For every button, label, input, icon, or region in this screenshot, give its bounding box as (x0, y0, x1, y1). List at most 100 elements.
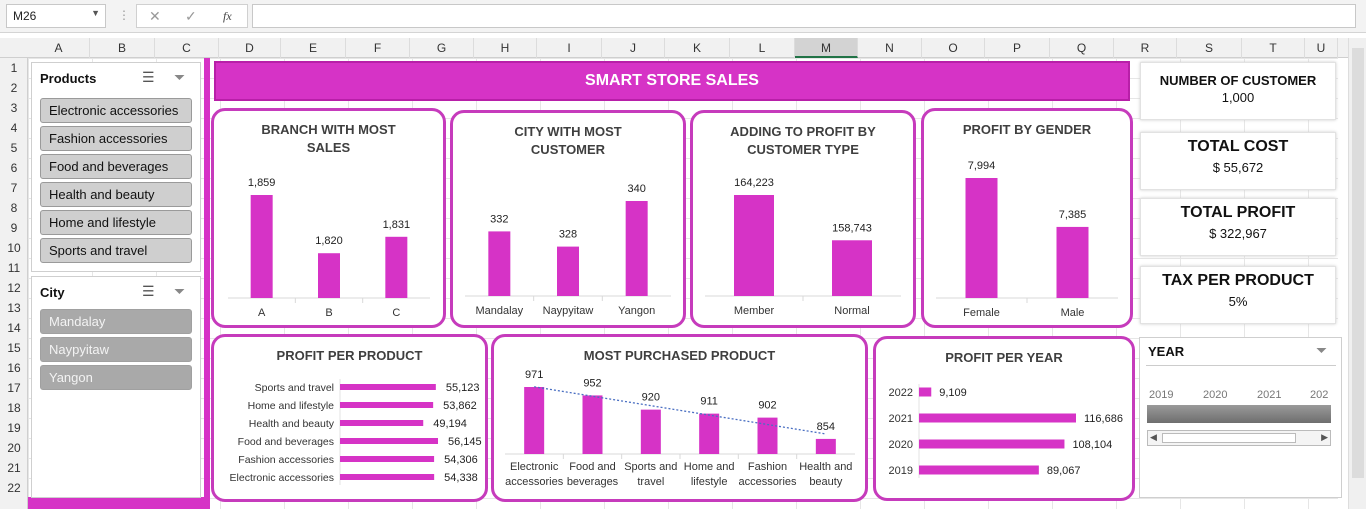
clear-filter-icon[interactable]: ⏷ (1316, 342, 1328, 358)
timeline-bar[interactable] (1147, 405, 1331, 423)
row-header-21[interactable]: 21 (7, 461, 21, 475)
row-header-8[interactable]: 8 (10, 201, 18, 215)
column-header-d[interactable]: D (219, 38, 281, 58)
column-header-n[interactable]: N (858, 38, 922, 58)
column-header-k[interactable]: K (665, 38, 730, 58)
column-header-h[interactable]: H (474, 38, 537, 58)
cell-reference: M26 (13, 9, 37, 23)
slicer-item-electronic-accessories[interactable]: Electronic accessories (40, 98, 192, 123)
row-header-11[interactable]: 11 (7, 261, 21, 275)
scroll-right-icon[interactable]: ▶ (1321, 432, 1328, 442)
timeline-year-2019[interactable]: 2019 (1149, 389, 1174, 401)
slicer-item-mandalay[interactable]: Mandalay (40, 309, 192, 334)
column-header-p[interactable]: P (985, 38, 1050, 58)
data-label: 920 (642, 392, 660, 404)
timeline-year-2020[interactable]: 2020 (1203, 389, 1228, 401)
multi-select-icon[interactable]: ☰ (142, 69, 155, 85)
bar (582, 395, 603, 454)
enter-check-icon[interactable]: ✓ (185, 8, 197, 24)
chevron-down-icon[interactable]: ▼ (91, 8, 100, 18)
row-header-22[interactable]: 22 (7, 481, 21, 495)
formula-input[interactable] (252, 4, 1356, 28)
category-label: A (258, 307, 266, 319)
category-label: Electronic accessories (230, 472, 334, 484)
bar (815, 438, 836, 454)
timeline-year-2021[interactable]: 2021 (1257, 389, 1282, 401)
row-header-9[interactable]: 9 (10, 221, 18, 235)
name-box[interactable]: M26 ▼ (6, 4, 106, 28)
scrollbar-thumb[interactable] (1352, 48, 1364, 478)
column-header-f[interactable]: F (346, 38, 410, 58)
row-header-17[interactable]: 17 (7, 381, 21, 395)
customer-type-panel: ADDING TO PROFIT BY CUSTOMER TYPE 164,22… (690, 110, 916, 328)
row-header-20[interactable]: 20 (7, 441, 21, 455)
data-label: 9,109 (939, 387, 967, 399)
column-header-l[interactable]: L (730, 38, 795, 58)
multi-select-icon[interactable]: ☰ (142, 283, 155, 299)
column-header-u[interactable]: U (1305, 38, 1338, 58)
bar (1056, 226, 1089, 298)
column-header-q[interactable]: Q (1050, 38, 1114, 58)
category-label: Normal (834, 305, 869, 317)
bar (919, 413, 1076, 423)
clear-filter-icon[interactable]: ⏷ (174, 283, 186, 299)
row-header-14[interactable]: 14 (7, 321, 21, 335)
slicer-item-fashion-accessories[interactable]: Fashion accessories (40, 126, 192, 151)
column-header-b[interactable]: B (90, 38, 155, 58)
bar (385, 236, 408, 298)
customer-type-chart: 164,223 Member 158,743 Normal (705, 177, 901, 317)
column-header-a[interactable]: A (28, 38, 90, 58)
category-label: Fashion (748, 461, 787, 473)
vertical-scrollbar[interactable] (1348, 38, 1366, 509)
row-header-15[interactable]: 15 (7, 341, 21, 355)
row-header-16[interactable]: 16 (7, 361, 21, 375)
kpi-label: TOTAL PROFIT (1180, 204, 1296, 221)
insert-function-icon[interactable]: fx (223, 9, 232, 23)
row-header-1[interactable]: 1 (10, 61, 18, 75)
column-header-i[interactable]: I (537, 38, 602, 58)
row-header-10[interactable]: 10 (7, 241, 21, 255)
timeline-year-2022[interactable]: 202 (1310, 389, 1329, 401)
slicer-item-food-and-beverages[interactable]: Food and beverages (40, 154, 192, 179)
kpi-value: $ 322,967 (1209, 226, 1267, 241)
timeline-scroll-thumb[interactable] (1162, 433, 1296, 443)
purchased-product-chart: 971 Electronic accessories 952 Food and bever… (505, 369, 855, 488)
bar (340, 420, 424, 426)
slicer-item-home-and-lifestyle[interactable]: Home and lifestyle (40, 210, 192, 235)
bar (524, 387, 545, 454)
clear-filter-icon[interactable]: ⏷ (174, 69, 186, 85)
category-label: Food and (569, 461, 615, 473)
column-header-m[interactable]: M (795, 38, 858, 58)
slicer-item-health-and-beauty[interactable]: Health and beauty (40, 182, 192, 207)
row-header-3[interactable]: 3 (10, 101, 18, 115)
row-header-18[interactable]: 18 (7, 401, 21, 415)
slicer-item-sports-and-travel[interactable]: Sports and travel (40, 238, 192, 263)
row-header-12[interactable]: 12 (7, 281, 21, 295)
column-header-e[interactable]: E (281, 38, 346, 58)
row-header-4[interactable]: 4 (10, 121, 18, 135)
column-header-o[interactable]: O (922, 38, 985, 58)
row-header-13[interactable]: 13 (7, 301, 21, 315)
column-header-g[interactable]: G (410, 38, 474, 58)
slicer-item-naypyitaw[interactable]: Naypyitaw (40, 337, 192, 362)
row-header-19[interactable]: 19 (7, 421, 21, 435)
row-header-7[interactable]: 7 (10, 181, 18, 195)
column-header-t[interactable]: T (1242, 38, 1305, 58)
cancel-icon[interactable]: ✕ (149, 8, 161, 24)
data-label: 7,994 (968, 160, 996, 172)
slicer-item-yangon[interactable]: Yangon (40, 365, 192, 390)
column-header-r[interactable]: R (1114, 38, 1177, 58)
slicer-title: City (40, 285, 65, 300)
column-header-c[interactable]: C (155, 38, 219, 58)
column-header-s[interactable]: S (1177, 38, 1242, 58)
category-label: Sports and (624, 461, 677, 473)
branch-sales-chart: 1,859 A 1,820 B 1,831 C (228, 177, 430, 319)
row-header-2[interactable]: 2 (10, 81, 18, 95)
scroll-left-icon[interactable]: ◀ (1150, 432, 1157, 442)
column-header-j[interactable]: J (602, 38, 665, 58)
product-profit-panel: PROFIT PER PRODUCT Sports and travel 55,1… (211, 334, 488, 502)
timeline-scrollbar[interactable]: ◀ ▶ (1147, 430, 1331, 446)
products-slicer: Products ☰ ⏷ Electronic accessories Fash… (31, 62, 201, 272)
row-header-6[interactable]: 6 (10, 161, 18, 175)
row-header-5[interactable]: 5 (10, 141, 18, 155)
